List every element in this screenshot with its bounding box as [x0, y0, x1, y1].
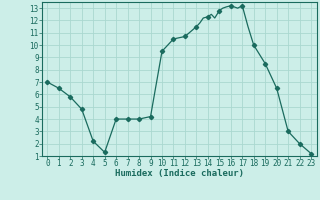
X-axis label: Humidex (Indice chaleur): Humidex (Indice chaleur): [115, 169, 244, 178]
